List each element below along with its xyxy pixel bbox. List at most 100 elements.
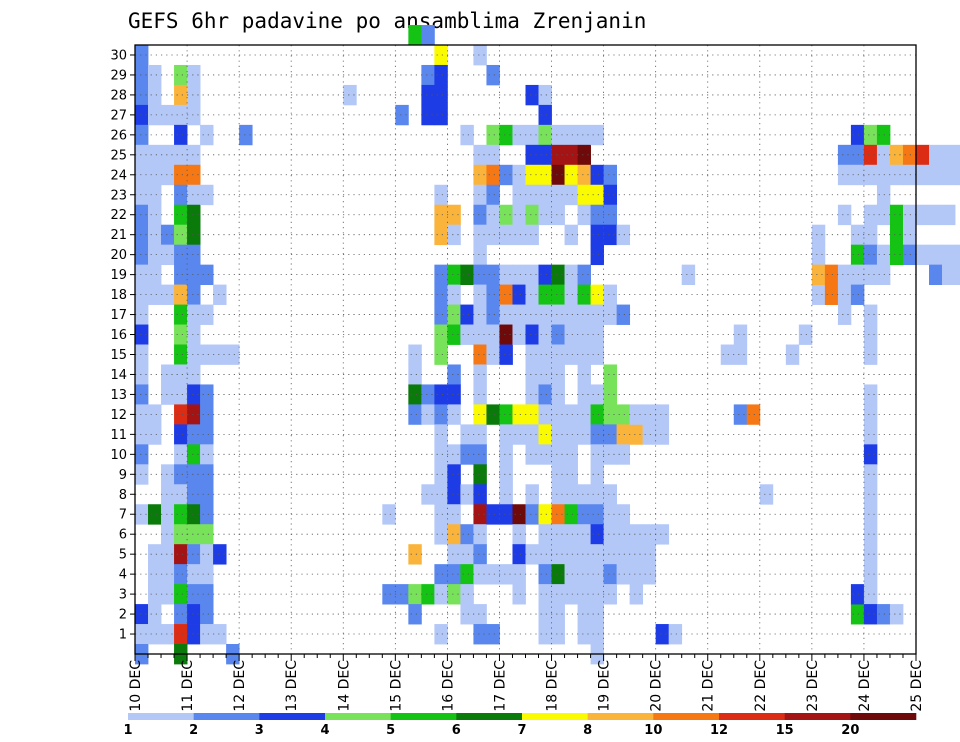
data-cell <box>863 464 878 485</box>
data-cell <box>577 384 591 405</box>
data-cell <box>603 444 618 465</box>
data-cell <box>135 124 149 146</box>
data-cell <box>916 204 930 226</box>
data-cell <box>174 284 188 305</box>
data-cell <box>135 304 149 325</box>
data-cell <box>603 424 618 445</box>
data-cell <box>512 224 526 246</box>
data-cell <box>512 424 526 445</box>
data-cell <box>577 484 591 505</box>
data-cell <box>642 524 657 545</box>
data-cell <box>603 564 618 585</box>
data-cell <box>434 584 448 605</box>
data-cell <box>148 564 162 585</box>
data-cell <box>876 244 891 266</box>
data-cell <box>811 264 826 286</box>
data-cell <box>525 284 539 305</box>
data-cell <box>512 544 526 565</box>
data-cell <box>876 204 891 226</box>
data-cell <box>876 604 891 625</box>
data-cell <box>538 264 552 286</box>
data-cell <box>187 284 201 305</box>
data-cell <box>473 264 487 286</box>
legend-threshold-label: 15 <box>776 723 794 738</box>
x-tick-label: 18 DEC <box>545 660 561 712</box>
data-cell <box>538 324 552 345</box>
data-cell <box>525 404 539 425</box>
data-cell <box>174 504 188 525</box>
data-cell <box>408 544 422 565</box>
data-cell <box>460 424 474 445</box>
data-cell <box>226 344 240 365</box>
data-cell <box>187 184 201 206</box>
data-cell <box>603 384 618 405</box>
data-cell <box>577 304 591 325</box>
data-cell <box>161 164 175 186</box>
data-cell <box>551 564 565 585</box>
data-cell <box>512 304 526 325</box>
y-tick-label: 9 <box>119 468 127 483</box>
y-tick-label: 12 <box>110 408 127 423</box>
data-cell <box>538 104 552 126</box>
data-cell <box>577 524 591 545</box>
data-cell <box>616 304 631 325</box>
data-cell <box>187 504 201 525</box>
legend-color-swatch <box>325 713 391 720</box>
data-cell <box>499 304 513 325</box>
data-cell <box>590 604 604 625</box>
data-cell <box>590 404 604 425</box>
data-cell <box>863 204 878 226</box>
data-cell <box>850 124 865 146</box>
data-cell <box>174 104 188 126</box>
data-cell <box>564 444 578 465</box>
data-cell <box>942 144 956 166</box>
data-cell <box>564 184 578 206</box>
data-cell <box>551 364 565 385</box>
data-cell <box>577 284 591 305</box>
data-cell <box>525 484 539 505</box>
data-cell <box>551 504 565 525</box>
data-cell <box>148 144 162 166</box>
data-cell <box>577 184 591 206</box>
data-cell <box>486 264 500 286</box>
data-cell <box>512 584 526 605</box>
data-cell <box>499 124 513 146</box>
data-cell <box>421 384 435 405</box>
data-cell <box>655 624 670 645</box>
data-cell <box>187 444 201 465</box>
data-cell <box>174 444 188 465</box>
data-cell <box>863 224 878 246</box>
data-cell <box>876 264 891 286</box>
data-cell <box>577 204 591 226</box>
data-cell <box>863 324 878 345</box>
data-cell <box>655 404 670 425</box>
data-cell <box>538 204 552 226</box>
data-cell <box>421 104 435 126</box>
data-cell <box>135 64 149 86</box>
y-tick-label: 17 <box>110 308 127 323</box>
data-cell <box>434 304 448 325</box>
y-tick-label: 6 <box>119 528 127 543</box>
data-cell <box>629 424 644 445</box>
data-cell <box>616 564 631 585</box>
data-cell <box>135 224 149 246</box>
data-cell <box>603 304 618 325</box>
data-cell <box>187 464 201 485</box>
data-cell <box>564 324 578 345</box>
data-cell <box>473 224 487 246</box>
legend-threshold-label: 3 <box>255 723 264 738</box>
data-cell <box>850 604 865 625</box>
data-cell <box>564 464 578 485</box>
data-cell <box>408 404 422 425</box>
data-cell <box>629 544 644 565</box>
data-cell <box>187 144 201 166</box>
data-cell <box>551 404 565 425</box>
data-cell <box>447 264 461 286</box>
data-cell <box>733 344 748 365</box>
data-cell <box>512 264 526 286</box>
data-cell <box>174 624 188 645</box>
data-cell <box>629 524 644 545</box>
data-cell <box>590 344 604 365</box>
data-cell <box>213 624 227 645</box>
